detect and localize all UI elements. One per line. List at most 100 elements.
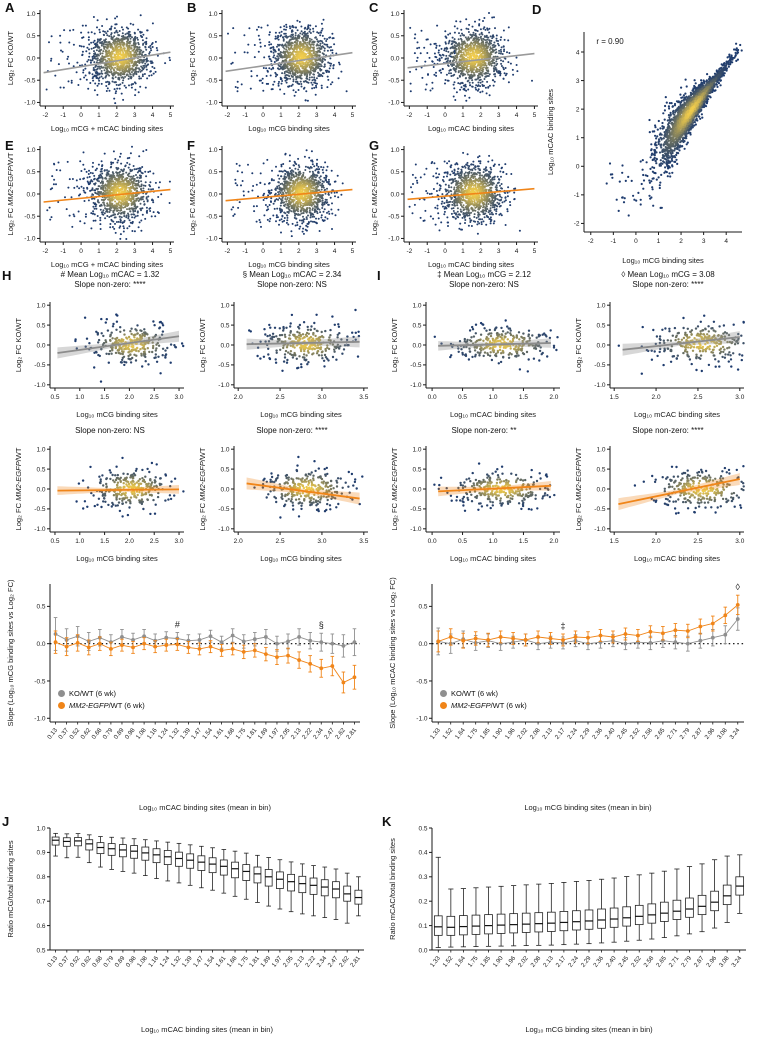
ko-series-marker-icon	[58, 690, 65, 697]
svg-text:-2: -2	[224, 112, 230, 119]
panel-h-scatter-high-bin: 2.0 2.5 3.0 3.5 -1.0 -0.5 0.0 0.5 1.0 Log₁₀ mCG b…	[196, 296, 376, 420]
panel-letter-d: D	[532, 2, 542, 17]
svg-text:-1: -1	[60, 112, 66, 119]
legend-row-mm2: MM2-EGFP/WT (6 wk)	[440, 700, 527, 712]
svg-text:1: 1	[461, 112, 465, 119]
svg-text:5: 5	[533, 112, 537, 119]
panel-h-subtitle-4: Slope non-zero: ****	[212, 426, 372, 436]
svg-text:1.0: 1.0	[208, 11, 217, 18]
panel-letter-a: A	[5, 0, 15, 15]
svg-text:5: 5	[169, 112, 173, 119]
legend-label-mm2-rest: /WT (6 wk)	[490, 701, 527, 710]
panel-e-scatter: -2 -1 0 1 2 3 4 5 -1.0 -0.5 0.0 0.5 1.0 Log₁₀ mCG + m…	[4, 140, 184, 270]
svg-text:-1.0: -1.0	[206, 100, 218, 107]
legend-row-ko: KO/WT (6 wk)	[440, 688, 527, 700]
svg-text:-1: -1	[574, 192, 580, 199]
panel-h-subtitle-2: § Mean Log₁₀ mCAC = 2.34 Slope non-zero:…	[212, 270, 372, 290]
svg-text:2: 2	[115, 112, 119, 119]
svg-text:0: 0	[79, 112, 83, 119]
svg-text:3: 3	[497, 112, 501, 119]
svg-text:0.0: 0.0	[26, 55, 35, 62]
panel-letter-k: K	[382, 814, 392, 829]
legend-label-ko: KO/WT (6 wk)	[69, 689, 116, 698]
panel-letter-f: F	[187, 138, 195, 153]
panel-i-subtitle-4: Slope non-zero: ****	[588, 426, 748, 436]
svg-text:3: 3	[576, 78, 580, 85]
panel-letter-c: C	[369, 0, 379, 15]
svg-text:-1: -1	[610, 238, 616, 245]
svg-text:1: 1	[279, 112, 283, 119]
legend-label-mm2-rest: /WT (6 wk)	[108, 701, 145, 710]
svg-text:2: 2	[297, 112, 301, 119]
svg-text:4: 4	[151, 112, 155, 119]
panel-letter-e: E	[5, 138, 14, 153]
svg-text:3: 3	[133, 112, 137, 119]
svg-text:-0.5: -0.5	[206, 78, 218, 85]
svg-text:4: 4	[515, 112, 519, 119]
panel-h-subtitle-3: Slope non-zero: NS	[30, 426, 190, 436]
legend-label-mm2: MM2-EGFP/WT (6 wk)	[69, 701, 145, 710]
svg-text:1: 1	[576, 135, 580, 142]
panel-i-scatter-low-bin: 0.0 0.5 1.0 1.5 2.0 -1.0 -0.5 0.0 0.5 1.0 Log₁₀ mC…	[388, 296, 568, 420]
panel-i-subtitle-3: Slope non-zero: **	[404, 426, 564, 436]
svg-text:2: 2	[576, 106, 580, 113]
svg-text:0: 0	[634, 238, 638, 245]
svg-text:0.5: 0.5	[390, 33, 399, 40]
mm2-series-marker-icon	[440, 702, 447, 709]
svg-text:-2: -2	[588, 238, 594, 245]
svg-text:2: 2	[479, 112, 483, 119]
panel-h-subtitle-1: # Mean Log₁₀ mCAC = 1.32 Slope non-zero:…	[30, 270, 190, 290]
panel-letter-j: J	[2, 814, 10, 829]
panel-h-scatter-low-bin: 0.5 1.0 1.5 2.0 2.5 3.0 -1.0 -0.5 0.0 0.5 1.0 Log₁₀…	[12, 296, 192, 420]
panel-h-scatter-high-bin-mm2: 2.0 2.5 3.0 3.5 -1.0 -0.5 0.0 0.5 1.0 Log₁₀ mCG b…	[196, 440, 376, 564]
panel-d-correlation-scatter: -2 -1 0 1 2 3 4 -2 -1 0 1 2 3 4 Log₁₀ mCG binding site…	[544, 8, 756, 266]
slope-significance-label: Slope non-zero: ****	[256, 426, 328, 435]
legend-row-mm2: MM2-EGFP/WT (6 wk)	[58, 700, 145, 712]
svg-text:Log₁₀ mCG binding sites: Log₁₀ mCG binding sites	[622, 256, 704, 265]
slope-significance-label: Slope non-zero: ****	[632, 426, 704, 435]
svg-text:4: 4	[724, 238, 728, 245]
slope-significance-label: Slope non-zero: NS	[257, 280, 327, 289]
svg-text:5: 5	[351, 112, 355, 119]
svg-text:0.0: 0.0	[390, 55, 399, 62]
legend-left: KO/WT (6 wk) MM2-EGFP/WT (6 wk)	[58, 688, 145, 712]
svg-text:-2: -2	[42, 112, 48, 119]
svg-text:-0.5: -0.5	[388, 78, 400, 85]
svg-text:Log₁₀ mCG + mCAC binding sites: Log₁₀ mCG + mCAC binding sites	[51, 124, 163, 133]
mean-label: # Mean Log₁₀ mCAC = 1.32	[60, 270, 160, 279]
svg-text:-1.0: -1.0	[24, 100, 36, 107]
panel-i-subtitle-1: ‡ Mean Log₁₀ mCG = 2.12 Slope non-zero: …	[404, 270, 564, 290]
slope-significance-label: Slope non-zero: **	[451, 426, 517, 435]
legend-row-ko: KO/WT (6 wk)	[58, 688, 145, 700]
panel-k-boxplot: 0.0 0.1 0.2 0.3 0.4 0.5 1.33 1.52 1.64 1.75 1.85 1.…	[386, 820, 754, 1036]
legend-label-mm2-italic: MM2-EGFP	[451, 701, 491, 710]
svg-text:4: 4	[576, 49, 580, 56]
svg-text:Log₂ FC KO/WT: Log₂ FC KO/WT	[370, 30, 379, 85]
svg-text:1: 1	[97, 112, 101, 119]
panel-b-scatter: -2 -1 0 1 2 3 4 5 -1.0 -0.5 0.0 0.5 1.0 Log₁₀ mCG bin…	[186, 4, 366, 134]
svg-text:4: 4	[333, 112, 337, 119]
svg-text:Log₁₀ mCG binding sites: Log₁₀ mCG binding sites	[248, 124, 330, 133]
panel-letter-g: G	[369, 138, 380, 153]
panel-letter-h: H	[2, 268, 12, 283]
slope-significance-label: Slope non-zero: ****	[632, 280, 704, 289]
mm2-series-marker-icon	[58, 702, 65, 709]
svg-text:0: 0	[443, 112, 447, 119]
panel-c-scatter: -2 -1 0 1 2 3 4 5 -1.0 -0.5 0.0 0.5 1.0 Log₁₀ mCAC bi…	[368, 4, 548, 134]
svg-text:Log₂ FC KO/WT: Log₂ FC KO/WT	[6, 30, 15, 85]
svg-text:0.5: 0.5	[26, 33, 35, 40]
svg-text:Log₂ FC KO/WT: Log₂ FC KO/WT	[188, 30, 197, 85]
panel-i-scatter-high-bin-mm2: 1.5 2.0 2.5 3.0 -1.0 -0.5 0.0 0.5 1.0 Log₁₀ mCAC …	[572, 440, 752, 564]
panel-letter-b: B	[187, 0, 197, 15]
panel-a-scatter: -2 -1 0 1 2 3 4 5 -1.0 -0.5 0.0 0.5 1.0 Log₁₀ mCG + m…	[4, 4, 184, 134]
svg-text:Log₁₀ mCAC binding sites: Log₁₀ mCAC binding sites	[428, 124, 514, 133]
panel-i-scatter-high-bin: 1.5 2.0 2.5 3.0 -1.0 -0.5 0.0 0.5 1.0 Log₁₀ mCAC …	[572, 296, 752, 420]
svg-text:-2: -2	[406, 112, 412, 119]
mean-label: ‡ Mean Log₁₀ mCG = 2.12	[437, 270, 531, 279]
mean-label: ◊ Mean Log₁₀ mCG = 3.08	[621, 270, 715, 279]
panel-i-subtitle-2: ◊ Mean Log₁₀ mCG = 3.08 Slope non-zero: …	[588, 270, 748, 290]
svg-text:1.0: 1.0	[390, 11, 399, 18]
slope-vs-mcac-bins-chart: -1.0 -0.5 0.0 0.5 0.13 0.37 0.52 0.62 0.68 0.79 0.…	[4, 572, 370, 814]
panel-h-scatter-low-bin-mm2: 0.5 1.0 1.5 2.0 2.5 3.0 -1.0 -0.5 0.0 0.5 1.0 Log₁₀…	[12, 440, 192, 564]
